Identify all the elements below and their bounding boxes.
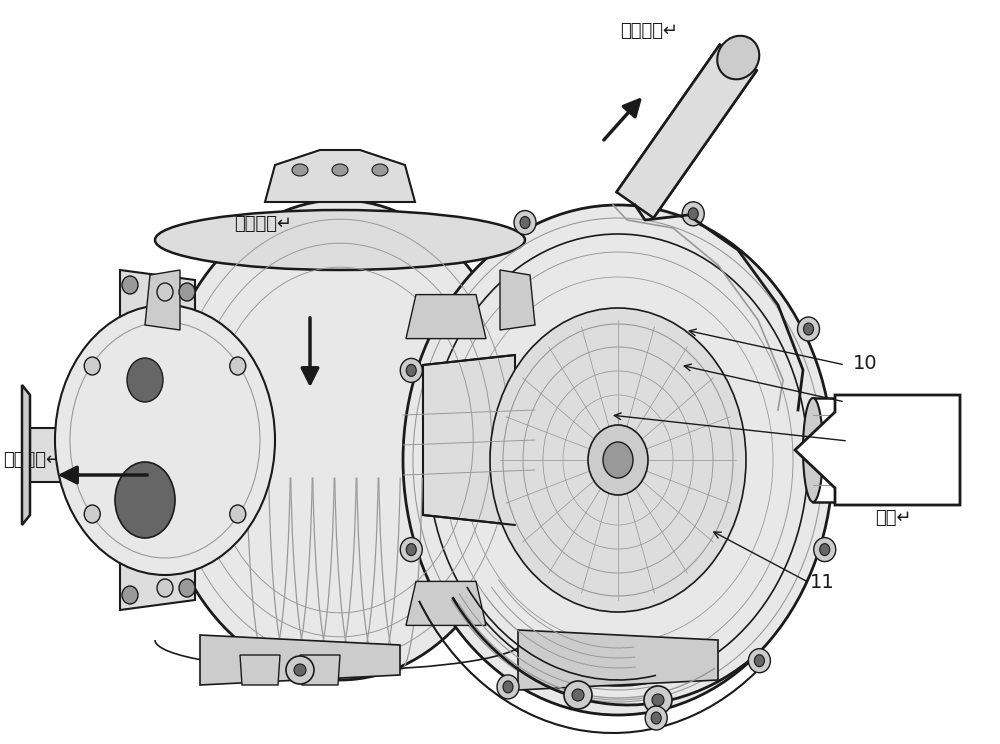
Ellipse shape: [652, 694, 664, 706]
Ellipse shape: [645, 706, 667, 730]
Polygon shape: [795, 395, 960, 505]
Ellipse shape: [748, 649, 770, 673]
Polygon shape: [22, 385, 30, 525]
Ellipse shape: [400, 538, 422, 562]
Ellipse shape: [372, 164, 388, 176]
Polygon shape: [617, 45, 757, 218]
Polygon shape: [145, 270, 180, 330]
Text: 10: 10: [853, 353, 878, 373]
Polygon shape: [200, 635, 400, 685]
Polygon shape: [813, 398, 835, 502]
Ellipse shape: [286, 656, 314, 684]
Polygon shape: [518, 630, 718, 690]
Ellipse shape: [406, 544, 416, 556]
Ellipse shape: [400, 359, 422, 382]
Text: 废气入口↵: 废气入口↵: [234, 215, 292, 233]
Text: 进入↵: 进入↵: [875, 509, 912, 527]
Ellipse shape: [490, 308, 746, 612]
Ellipse shape: [55, 305, 275, 575]
Ellipse shape: [179, 283, 195, 301]
Ellipse shape: [115, 462, 175, 538]
Polygon shape: [265, 150, 415, 202]
Ellipse shape: [84, 357, 100, 375]
Ellipse shape: [572, 689, 584, 701]
Polygon shape: [423, 355, 515, 525]
Ellipse shape: [157, 283, 173, 301]
Ellipse shape: [651, 712, 661, 724]
Ellipse shape: [798, 317, 820, 341]
Ellipse shape: [332, 164, 348, 176]
Ellipse shape: [403, 205, 833, 715]
Ellipse shape: [230, 357, 246, 375]
Ellipse shape: [122, 276, 138, 294]
Ellipse shape: [804, 323, 814, 335]
Ellipse shape: [157, 579, 173, 597]
Ellipse shape: [155, 200, 525, 680]
Ellipse shape: [503, 681, 513, 693]
Ellipse shape: [688, 208, 698, 219]
Text: 7: 7: [853, 393, 865, 411]
Ellipse shape: [127, 358, 163, 402]
Ellipse shape: [294, 664, 306, 676]
Ellipse shape: [122, 586, 138, 604]
Polygon shape: [240, 655, 280, 685]
Polygon shape: [120, 270, 195, 610]
Text: 空气↵: 空气↵: [875, 481, 912, 499]
Ellipse shape: [179, 579, 195, 597]
Ellipse shape: [588, 425, 648, 495]
Ellipse shape: [514, 211, 536, 234]
Text: 11: 11: [810, 572, 835, 591]
Ellipse shape: [754, 655, 764, 667]
Ellipse shape: [803, 398, 823, 502]
Ellipse shape: [814, 538, 836, 562]
Text: 空气出口↵: 空气出口↵: [620, 22, 678, 40]
Polygon shape: [30, 428, 115, 482]
Ellipse shape: [84, 505, 100, 523]
Ellipse shape: [520, 217, 530, 228]
Ellipse shape: [406, 365, 416, 376]
Ellipse shape: [682, 202, 704, 225]
Ellipse shape: [155, 210, 525, 270]
Ellipse shape: [292, 164, 308, 176]
Polygon shape: [300, 655, 340, 685]
Ellipse shape: [497, 675, 519, 699]
Ellipse shape: [564, 681, 592, 709]
Polygon shape: [406, 295, 486, 339]
Polygon shape: [500, 270, 535, 330]
Text: 8: 8: [853, 432, 865, 451]
Text: 废气出口↵: 废气出口↵: [3, 451, 61, 469]
Ellipse shape: [230, 505, 246, 523]
Ellipse shape: [603, 442, 633, 478]
Ellipse shape: [820, 544, 830, 556]
Ellipse shape: [644, 686, 672, 714]
Polygon shape: [406, 581, 486, 626]
Ellipse shape: [717, 36, 759, 80]
